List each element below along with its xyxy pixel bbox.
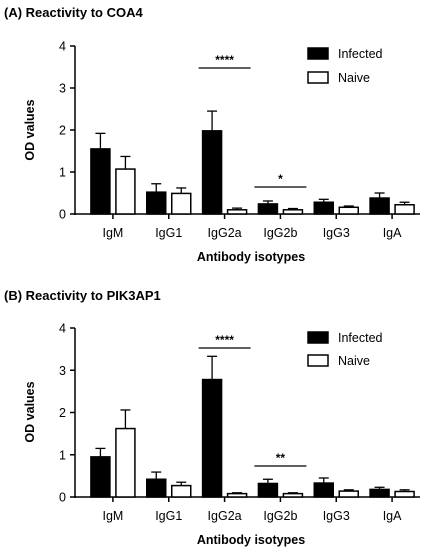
bar-naive — [394, 204, 415, 215]
bar-infected — [257, 203, 279, 215]
x-tick-label: IgG3 — [323, 509, 350, 523]
y-tick-label: 3 — [59, 82, 66, 96]
bar-naive — [338, 490, 359, 498]
bar-infected — [146, 191, 167, 215]
y-axis-title: OD values — [23, 381, 37, 442]
bar-naive — [171, 192, 192, 215]
x-axis-title: Antibody isotypes — [197, 250, 305, 264]
bar-naive — [282, 492, 304, 498]
bar-naive — [282, 209, 304, 215]
bar-naive — [171, 484, 192, 498]
x-tick-label: IgG3 — [323, 226, 350, 240]
significance-label: **** — [215, 53, 234, 67]
bar-naive — [226, 209, 248, 215]
y-tick-label: 4 — [59, 322, 66, 336]
chart-panel-b: (B) Reactivity to PIK3AP1 OD values Anti… — [4, 288, 420, 547]
bar-infected — [369, 197, 390, 215]
bar-naive — [226, 492, 248, 498]
legend-swatch-infected — [307, 331, 329, 344]
bar-infected — [90, 148, 111, 215]
y-tick-label: 0 — [59, 208, 66, 222]
legend-swatch-naive — [307, 354, 329, 367]
significance-label: **** — [215, 333, 234, 347]
legend: Infected Naive — [307, 331, 383, 368]
bar-infected — [313, 201, 334, 215]
y-tick-label: 1 — [59, 166, 66, 180]
y-tick-label: 4 — [59, 40, 66, 54]
x-tick-label: IgG2a — [208, 509, 242, 523]
bar-infected — [257, 482, 279, 498]
bar-naive — [394, 490, 415, 498]
y-tick-label: 2 — [59, 406, 66, 420]
chart-title: (B) Reactivity to PIK3AP1 — [4, 288, 161, 303]
legend-label-naive: Naive — [338, 354, 370, 368]
y-tick-label: 3 — [59, 364, 66, 378]
x-tick-label: IgA — [383, 226, 402, 240]
x-tick-label: IgG1 — [155, 509, 182, 523]
bar-infected — [90, 456, 111, 498]
bar-infected — [313, 482, 334, 498]
x-tick-label: IgG2a — [208, 226, 242, 240]
bar-naive — [115, 427, 136, 498]
chart-title: (A) Reactivity to COA4 — [4, 5, 143, 20]
significance-label: * — [278, 172, 283, 186]
bar-infected — [201, 130, 223, 215]
x-tick-label: IgG1 — [155, 226, 182, 240]
bar-infected — [201, 378, 223, 498]
bar-naive — [338, 206, 359, 215]
bar-infected — [369, 488, 390, 498]
legend: Infected Naive — [307, 47, 383, 85]
legend-swatch-naive — [307, 71, 329, 84]
legend-swatch-infected — [307, 47, 329, 60]
legend-label-infected: Infected — [338, 47, 383, 61]
legend-label-infected: Infected — [338, 331, 383, 345]
significance-label: ** — [276, 451, 286, 465]
y-axis-title: OD values — [23, 99, 37, 160]
chart-panel-a: (A) Reactivity to COA4 OD values Antibod… — [4, 5, 420, 264]
y-tick-label: 0 — [59, 491, 66, 505]
x-tick-label: IgG2b — [263, 226, 297, 240]
y-tick-label: 2 — [59, 124, 66, 138]
x-tick-label: IgG2b — [263, 509, 297, 523]
legend-label-naive: Naive — [338, 71, 370, 85]
bar-naive — [115, 168, 136, 215]
x-axis-title: Antibody isotypes — [197, 533, 305, 547]
x-tick-label: IgA — [383, 509, 402, 523]
x-tick-label: IgM — [102, 509, 123, 523]
y-tick-label: 1 — [59, 448, 66, 462]
x-tick-label: IgM — [102, 226, 123, 240]
bar-infected — [146, 478, 167, 498]
